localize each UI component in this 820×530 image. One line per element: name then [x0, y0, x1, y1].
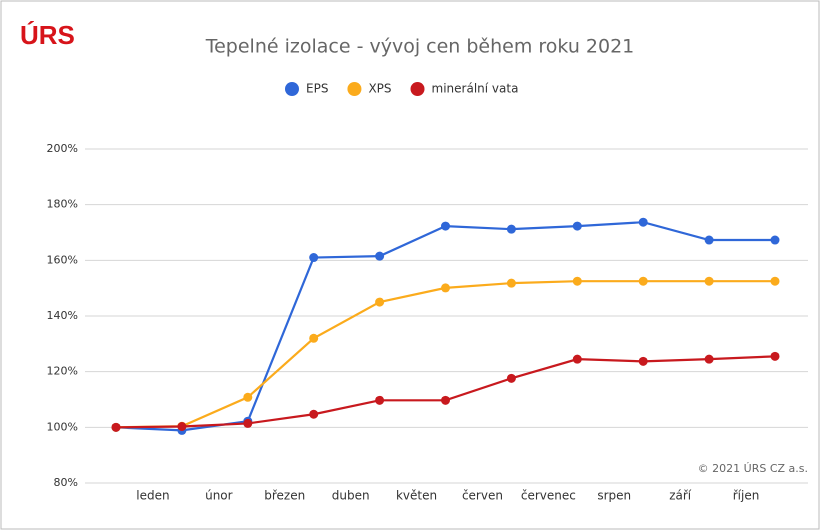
data-point: [375, 297, 385, 307]
data-point: [441, 221, 450, 231]
chart-title: Tepelné izolace - vývoj cen během roku 2…: [205, 36, 635, 58]
x-tick-label: duben: [332, 489, 370, 503]
data-point: [704, 354, 714, 364]
legend-label: XPS: [368, 82, 391, 96]
y-tick-label: 140%: [47, 309, 78, 322]
x-tick-label: září: [669, 489, 692, 503]
data-point: [111, 422, 121, 432]
data-point: [506, 278, 516, 288]
x-tick-label: červen: [462, 489, 503, 503]
x-tick-label: únor: [205, 489, 233, 503]
x-tick-label: leden: [136, 489, 169, 503]
data-point: [572, 354, 582, 364]
data-point: [638, 217, 648, 227]
data-point: [309, 253, 319, 263]
y-tick-label: 200%: [47, 142, 78, 155]
data-point: [506, 224, 516, 234]
data-point: [243, 392, 253, 402]
legend-label: minerální vata: [432, 82, 519, 96]
y-tick-label: 160%: [47, 253, 78, 266]
data-point: [309, 333, 319, 343]
logo: ÚRS: [20, 20, 75, 50]
data-point: [309, 409, 319, 419]
data-point: [243, 418, 253, 428]
y-tick-label: 80%: [54, 476, 78, 489]
y-tick-label: 100%: [47, 420, 78, 433]
data-point: [375, 251, 385, 261]
data-point: [704, 235, 714, 245]
legend-label: EPS: [306, 82, 328, 96]
y-tick-label: 180%: [47, 198, 78, 211]
data-point: [572, 276, 582, 286]
data-point: [572, 221, 582, 231]
legend-marker: [285, 82, 299, 96]
data-point: [638, 356, 648, 366]
legend-marker: [410, 82, 425, 96]
data-point: [638, 276, 648, 286]
data-point: [770, 276, 780, 286]
data-point: [770, 351, 780, 361]
x-tick-label: květen: [396, 489, 437, 503]
x-tick-label: říjen: [733, 489, 760, 503]
data-point: [441, 283, 450, 293]
x-tick-label: srpen: [597, 489, 631, 503]
data-point: [375, 395, 385, 405]
x-tick-label: březen: [264, 489, 305, 503]
data-point: [770, 235, 780, 245]
x-tick-label: červenec: [521, 489, 576, 503]
data-point: [441, 395, 450, 405]
data-point: [704, 276, 714, 286]
data-point: [177, 421, 187, 431]
legend-marker: [347, 82, 362, 96]
data-point: [506, 373, 516, 383]
copyright: © 2021 ÚRS CZ a.s.: [698, 462, 808, 475]
y-tick-label: 120%: [47, 365, 78, 378]
